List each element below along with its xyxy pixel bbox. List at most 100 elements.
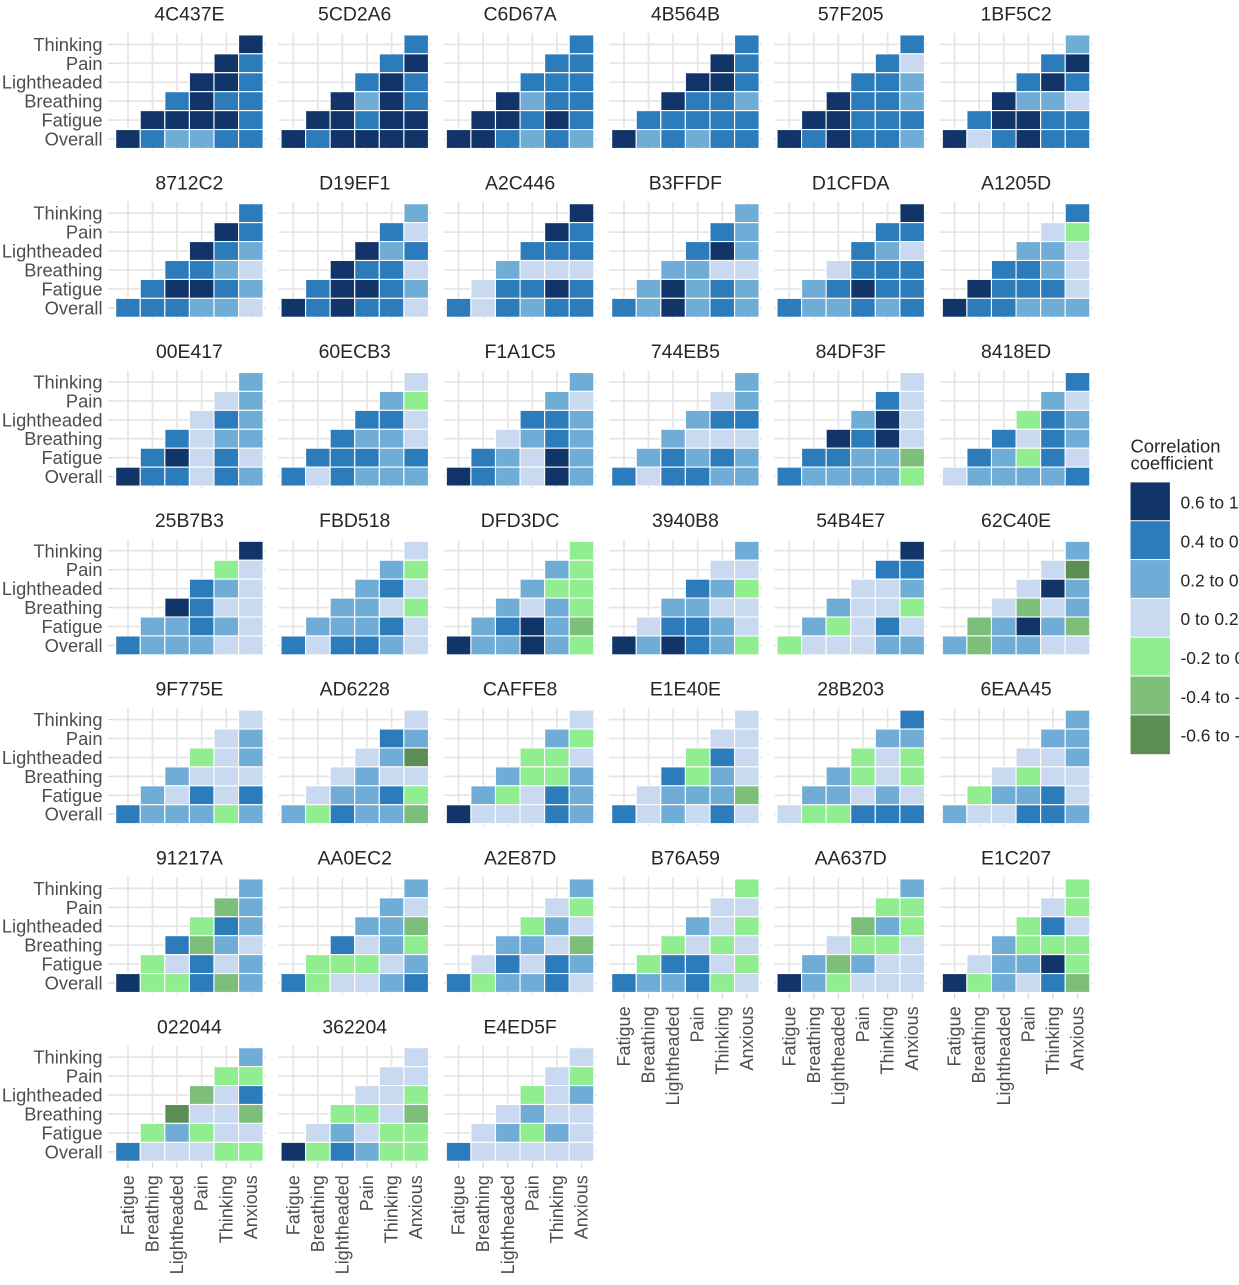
svg-text:0.2 to 0.4: 0.2 to 0.4 xyxy=(1181,570,1239,590)
svg-text:AA637D: AA637D xyxy=(815,848,887,870)
svg-text:Fatigue: Fatigue xyxy=(945,1006,965,1066)
svg-text:Fatigue: Fatigue xyxy=(42,616,103,637)
svg-text:5CD2A6: 5CD2A6 xyxy=(318,4,391,26)
svg-text:Pain: Pain xyxy=(66,897,103,918)
svg-text:Thinking: Thinking xyxy=(33,203,102,224)
svg-text:F1A1C5: F1A1C5 xyxy=(485,341,556,363)
svg-text:D19EF1: D19EF1 xyxy=(319,172,390,194)
svg-text:Breathing: Breathing xyxy=(24,1103,102,1124)
svg-text:Anxious: Anxious xyxy=(1068,1006,1088,1070)
svg-text:Lightheaded: Lightheaded xyxy=(994,1006,1014,1105)
svg-text:Breathing: Breathing xyxy=(24,428,102,449)
svg-text:8712C2: 8712C2 xyxy=(155,172,223,194)
svg-text:Pain: Pain xyxy=(66,390,103,411)
svg-text:0.4 to 0.6: 0.4 to 0.6 xyxy=(1181,531,1239,551)
svg-text:Overall: Overall xyxy=(45,129,103,150)
svg-text:1BF5C2: 1BF5C2 xyxy=(981,4,1052,26)
svg-text:62C40E: 62C40E xyxy=(981,510,1051,532)
svg-text:Overall: Overall xyxy=(45,635,103,656)
svg-text:54B4E7: 54B4E7 xyxy=(816,510,885,532)
svg-text:Pain: Pain xyxy=(853,1006,873,1042)
svg-text:Lightheaded: Lightheaded xyxy=(332,1175,352,1274)
svg-text:Breathing: Breathing xyxy=(24,935,102,956)
svg-text:8418ED: 8418ED xyxy=(981,341,1051,363)
svg-text:Lightheaded: Lightheaded xyxy=(663,1006,683,1105)
svg-text:744EB5: 744EB5 xyxy=(651,341,720,363)
svg-text:Pain: Pain xyxy=(66,559,103,580)
svg-text:Fatigue: Fatigue xyxy=(283,1175,303,1235)
svg-text:Anxious: Anxious xyxy=(572,1175,592,1239)
svg-text:AA0EC2: AA0EC2 xyxy=(318,848,392,870)
svg-text:Breathing: Breathing xyxy=(308,1175,328,1252)
svg-text:Fatigue: Fatigue xyxy=(42,1122,103,1143)
svg-text:9F775E: 9F775E xyxy=(155,679,223,701)
svg-text:Lightheaded: Lightheaded xyxy=(167,1175,187,1274)
svg-text:Pain: Pain xyxy=(1018,1006,1038,1042)
svg-text:Thinking: Thinking xyxy=(33,709,102,730)
svg-text:Breathing: Breathing xyxy=(969,1006,989,1083)
svg-text:00E417: 00E417 xyxy=(156,341,223,363)
svg-text:Lightheaded: Lightheaded xyxy=(2,747,103,768)
svg-text:-0.4 to -0.2: -0.4 to -0.2 xyxy=(1181,687,1239,707)
svg-text:A1205D: A1205D xyxy=(981,172,1051,194)
svg-text:0.6 to 1: 0.6 to 1 xyxy=(1181,493,1239,513)
svg-text:Overall: Overall xyxy=(45,297,103,318)
svg-text:A2C446: A2C446 xyxy=(485,172,555,194)
svg-text:91217A: 91217A xyxy=(156,848,223,870)
svg-text:Thinking: Thinking xyxy=(382,1175,402,1243)
svg-text:0 to 0.2: 0 to 0.2 xyxy=(1181,609,1239,629)
svg-text:Lightheaded: Lightheaded xyxy=(2,409,103,430)
svg-text:022044: 022044 xyxy=(157,1016,222,1038)
svg-text:CAFFE8: CAFFE8 xyxy=(483,679,557,701)
svg-text:Fatigue: Fatigue xyxy=(449,1175,469,1235)
svg-text:Thinking: Thinking xyxy=(33,878,102,899)
svg-text:Breathing: Breathing xyxy=(24,259,102,280)
svg-text:Anxious: Anxious xyxy=(737,1006,757,1070)
svg-text:60ECB3: 60ECB3 xyxy=(319,341,391,363)
svg-text:AD6228: AD6228 xyxy=(320,679,390,701)
svg-text:Pain: Pain xyxy=(357,1175,377,1211)
svg-text:B76A59: B76A59 xyxy=(651,848,720,870)
svg-text:Breathing: Breathing xyxy=(24,766,102,787)
svg-text:362204: 362204 xyxy=(322,1016,387,1038)
svg-text:Pain: Pain xyxy=(66,222,103,243)
svg-text:Pain: Pain xyxy=(522,1175,542,1211)
svg-text:B3FFDF: B3FFDF xyxy=(649,172,722,194)
svg-text:coefficient: coefficient xyxy=(1131,453,1213,474)
svg-text:Thinking: Thinking xyxy=(547,1175,567,1243)
svg-text:Overall: Overall xyxy=(45,973,103,994)
svg-text:Anxious: Anxious xyxy=(406,1175,426,1239)
svg-text:Anxious: Anxious xyxy=(902,1006,922,1070)
svg-text:DFD3DC: DFD3DC xyxy=(481,510,560,532)
svg-text:Lightheaded: Lightheaded xyxy=(2,72,103,93)
svg-text:Breathing: Breathing xyxy=(24,597,102,618)
svg-text:Overall: Overall xyxy=(45,1141,103,1162)
svg-text:Overall: Overall xyxy=(45,466,103,487)
svg-text:4C437E: 4C437E xyxy=(154,4,224,26)
svg-text:Thinking: Thinking xyxy=(33,540,102,561)
svg-text:Anxious: Anxious xyxy=(241,1175,261,1239)
svg-text:Thinking: Thinking xyxy=(1043,1006,1063,1074)
svg-text:3940B8: 3940B8 xyxy=(652,510,719,532)
svg-text:Breathing: Breathing xyxy=(24,91,102,112)
svg-text:Lightheaded: Lightheaded xyxy=(2,1085,103,1106)
svg-text:Thinking: Thinking xyxy=(878,1006,898,1074)
svg-text:-0.6 to -0.4: -0.6 to -0.4 xyxy=(1181,726,1239,746)
svg-text:E4ED5F: E4ED5F xyxy=(483,1016,556,1038)
svg-text:Fatigue: Fatigue xyxy=(779,1006,799,1066)
svg-text:6EAA45: 6EAA45 xyxy=(981,679,1052,701)
svg-text:Breathing: Breathing xyxy=(143,1175,163,1252)
svg-text:Lightheaded: Lightheaded xyxy=(2,916,103,937)
svg-text:Pain: Pain xyxy=(688,1006,708,1042)
svg-text:Fatigue: Fatigue xyxy=(42,278,103,299)
svg-text:25B7B3: 25B7B3 xyxy=(155,510,224,532)
svg-text:Fatigue: Fatigue xyxy=(42,110,103,131)
svg-text:Pain: Pain xyxy=(66,1066,103,1087)
svg-text:28B203: 28B203 xyxy=(817,679,884,701)
svg-text:Pain: Pain xyxy=(192,1175,212,1211)
svg-text:84DF3F: 84DF3F xyxy=(816,341,886,363)
svg-text:Breathing: Breathing xyxy=(804,1006,824,1083)
svg-text:Lightheaded: Lightheaded xyxy=(2,241,103,262)
svg-text:4B564B: 4B564B xyxy=(651,4,720,26)
svg-text:Thinking: Thinking xyxy=(33,372,102,393)
